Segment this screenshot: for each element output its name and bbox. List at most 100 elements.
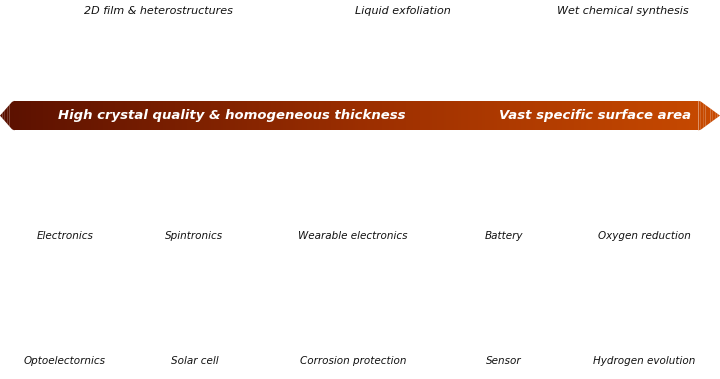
Polygon shape: [91, 101, 94, 130]
Polygon shape: [269, 101, 271, 130]
Polygon shape: [387, 101, 389, 130]
Polygon shape: [643, 101, 646, 130]
Polygon shape: [358, 101, 360, 130]
Polygon shape: [605, 101, 607, 130]
Polygon shape: [271, 101, 274, 130]
Polygon shape: [434, 101, 437, 130]
Polygon shape: [180, 101, 182, 130]
Polygon shape: [2, 110, 5, 121]
Polygon shape: [27, 101, 29, 130]
Polygon shape: [693, 101, 696, 130]
Polygon shape: [557, 101, 559, 130]
Polygon shape: [130, 101, 132, 130]
Polygon shape: [516, 101, 518, 130]
Polygon shape: [617, 101, 619, 130]
Polygon shape: [389, 101, 391, 130]
Polygon shape: [125, 101, 127, 130]
Polygon shape: [499, 101, 502, 130]
Polygon shape: [29, 101, 31, 130]
Polygon shape: [595, 101, 598, 130]
Polygon shape: [672, 101, 675, 130]
Polygon shape: [444, 101, 446, 130]
Polygon shape: [312, 101, 315, 130]
Polygon shape: [211, 101, 214, 130]
Polygon shape: [146, 101, 149, 130]
Polygon shape: [701, 102, 703, 130]
Polygon shape: [468, 101, 470, 130]
Polygon shape: [482, 101, 485, 130]
Polygon shape: [156, 101, 158, 130]
Polygon shape: [168, 101, 171, 130]
Polygon shape: [166, 101, 168, 130]
Polygon shape: [706, 105, 708, 126]
Polygon shape: [19, 101, 22, 130]
Polygon shape: [48, 101, 50, 130]
Text: Spintronics: Spintronics: [166, 231, 223, 241]
Polygon shape: [36, 101, 38, 130]
Polygon shape: [297, 101, 300, 130]
Polygon shape: [614, 101, 617, 130]
Polygon shape: [351, 101, 353, 130]
Polygon shape: [670, 101, 672, 130]
Polygon shape: [559, 101, 562, 130]
Polygon shape: [626, 101, 629, 130]
Polygon shape: [341, 101, 343, 130]
Polygon shape: [38, 101, 41, 130]
Polygon shape: [384, 101, 387, 130]
Polygon shape: [250, 101, 252, 130]
Polygon shape: [487, 101, 490, 130]
Polygon shape: [199, 101, 202, 130]
Polygon shape: [495, 101, 497, 130]
Polygon shape: [603, 101, 605, 130]
Polygon shape: [711, 108, 713, 123]
Polygon shape: [274, 101, 276, 130]
Polygon shape: [117, 101, 120, 130]
Polygon shape: [223, 101, 225, 130]
Polygon shape: [225, 101, 228, 130]
Polygon shape: [689, 101, 691, 130]
Polygon shape: [355, 101, 358, 130]
Polygon shape: [300, 101, 302, 130]
Polygon shape: [574, 101, 576, 130]
Polygon shape: [94, 101, 96, 130]
Polygon shape: [178, 101, 180, 130]
Polygon shape: [295, 101, 297, 130]
Polygon shape: [391, 101, 394, 130]
Text: Wearable electronics: Wearable electronics: [298, 231, 408, 241]
Polygon shape: [504, 101, 506, 130]
Polygon shape: [142, 101, 144, 130]
Polygon shape: [204, 101, 207, 130]
Polygon shape: [619, 101, 621, 130]
Polygon shape: [660, 101, 662, 130]
Polygon shape: [365, 101, 367, 130]
Polygon shape: [401, 101, 403, 130]
Polygon shape: [41, 101, 43, 130]
Polygon shape: [636, 101, 639, 130]
Polygon shape: [43, 101, 45, 130]
Polygon shape: [624, 101, 626, 130]
Polygon shape: [81, 101, 84, 130]
Polygon shape: [214, 101, 216, 130]
Polygon shape: [698, 101, 701, 130]
Polygon shape: [456, 101, 459, 130]
Polygon shape: [329, 101, 331, 130]
Text: Vast specific surface area: Vast specific surface area: [499, 109, 691, 122]
Text: Oxygen reduction: Oxygen reduction: [598, 231, 690, 241]
Polygon shape: [192, 101, 194, 130]
Polygon shape: [718, 114, 720, 117]
Polygon shape: [113, 101, 115, 130]
Polygon shape: [261, 101, 264, 130]
Polygon shape: [135, 101, 137, 130]
Text: Sensor: Sensor: [486, 356, 522, 366]
Polygon shape: [403, 101, 405, 130]
Polygon shape: [588, 101, 590, 130]
Polygon shape: [684, 101, 686, 130]
Polygon shape: [110, 101, 113, 130]
Polygon shape: [655, 101, 657, 130]
Polygon shape: [218, 101, 221, 130]
Polygon shape: [86, 101, 89, 130]
Polygon shape: [631, 101, 634, 130]
Polygon shape: [14, 101, 17, 130]
Polygon shape: [288, 101, 290, 130]
Text: Liquid exfoliation: Liquid exfoliation: [356, 6, 451, 16]
